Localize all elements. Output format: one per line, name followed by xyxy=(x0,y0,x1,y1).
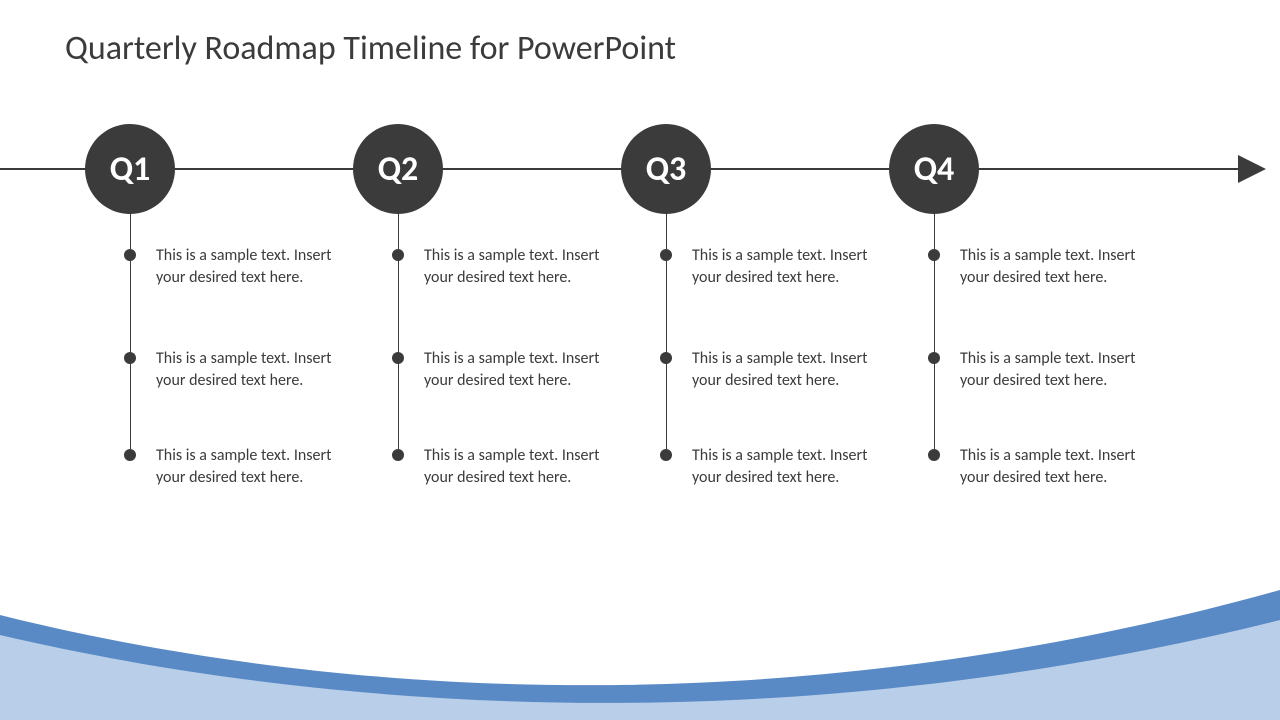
quarter-marker-q3: Q3 xyxy=(621,124,711,214)
bullet-text: This is a sample text. Insert your desir… xyxy=(424,245,624,288)
bullet-dot xyxy=(660,352,672,364)
bullet-dot xyxy=(392,249,404,261)
wave-svg xyxy=(0,560,1280,720)
bullet-text: This is a sample text. Insert your desir… xyxy=(156,348,356,391)
bullet-dot xyxy=(928,352,940,364)
bullet-text: This is a sample text. Insert your desir… xyxy=(692,348,892,391)
slide-title: Quarterly Roadmap Timeline for PowerPoin… xyxy=(65,28,676,69)
bullet-dot xyxy=(124,249,136,261)
bullet-text: This is a sample text. Insert your desir… xyxy=(960,245,1160,288)
bullet-text: This is a sample text. Insert your desir… xyxy=(692,245,892,288)
bullet-dot xyxy=(124,352,136,364)
bullet-text: This is a sample text. Insert your desir… xyxy=(960,445,1160,488)
bullet-dot xyxy=(928,449,940,461)
slide-canvas: { "title": { "text": "Quarterly Roadmap … xyxy=(0,0,1280,720)
bullet-text: This is a sample text. Insert your desir… xyxy=(960,348,1160,391)
bullet-dot xyxy=(660,449,672,461)
footer-wave xyxy=(0,560,1280,720)
timeline-arrowhead-icon xyxy=(1238,155,1266,183)
bullet-text: This is a sample text. Insert your desir… xyxy=(692,445,892,488)
bullet-text: This is a sample text. Insert your desir… xyxy=(424,445,624,488)
bullet-dot xyxy=(660,249,672,261)
bullet-text: This is a sample text. Insert your desir… xyxy=(156,245,356,288)
bullet-dot xyxy=(392,449,404,461)
bullet-text: This is a sample text. Insert your desir… xyxy=(424,348,624,391)
bullet-dot xyxy=(928,249,940,261)
quarter-marker-q4: Q4 xyxy=(889,124,979,214)
bullet-text: This is a sample text. Insert your desir… xyxy=(156,445,356,488)
quarter-marker-q2: Q2 xyxy=(353,124,443,214)
quarter-marker-q1: Q1 xyxy=(85,124,175,214)
bullet-dot xyxy=(124,449,136,461)
bullet-dot xyxy=(392,352,404,364)
